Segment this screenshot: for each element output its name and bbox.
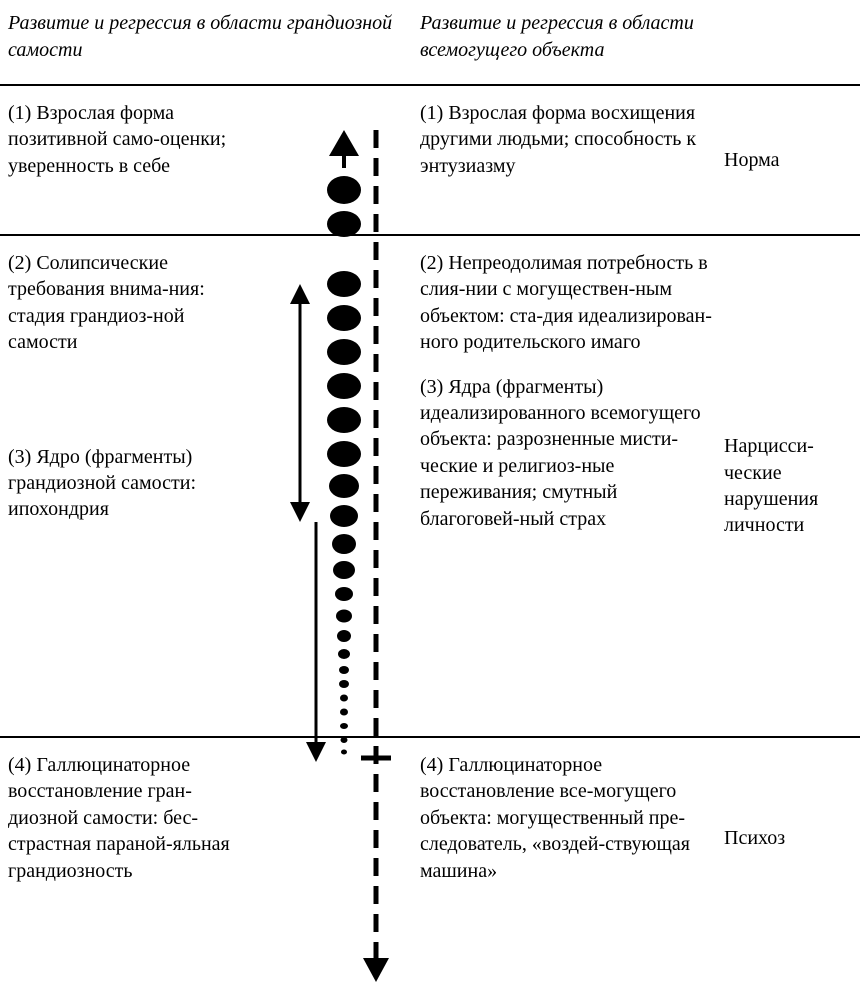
row2-left-block-1: (2) Солипсические требования внима-ния: … (8, 250, 252, 356)
row2-center (258, 236, 410, 736)
row2-right: (2) Непреодолимая потребность в слия-нии… (410, 236, 720, 736)
row-3: (4) Галлюцинаторное восстановление гран-… (0, 738, 860, 938)
row1-label: Норма (720, 86, 860, 234)
row2-left-block-2: (3) Ядро (фрагменты) грандиозной самости… (8, 444, 252, 523)
diagram-container: Развитие и регрессия в области грандиозн… (0, 0, 860, 1000)
header-right: Развитие и регрессия в области всемогуще… (410, 10, 710, 64)
row-1: (1) Взрослая форма позитивной само-оценк… (0, 86, 860, 234)
row3-right: (4) Галлюцинаторное восстановление все-м… (410, 738, 720, 938)
row2-right-block-1: (2) Непреодолимая потребность в слия-нии… (420, 250, 714, 356)
row3-left: (4) Галлюцинаторное восстановление гран-… (0, 738, 258, 938)
row-2: (2) Солипсические требования внима-ния: … (0, 236, 860, 736)
row2-right-block-2: (3) Ядра (фрагменты) идеализированного в… (420, 374, 714, 532)
header-row: Развитие и регрессия в области грандиозн… (0, 0, 860, 84)
row2-left: (2) Солипсические требования внима-ния: … (0, 236, 258, 736)
row3-center (258, 738, 410, 938)
header-left: Развитие и регрессия в области грандиозн… (0, 10, 410, 64)
row3-label: Психоз (720, 738, 860, 938)
row2-label: Нарцисси-ческие нарушения личности (720, 236, 860, 736)
row1-left: (1) Взрослая форма позитивной само-оценк… (0, 86, 258, 234)
row1-center (258, 86, 410, 234)
row1-right: (1) Взрослая форма восхищения другими лю… (410, 86, 720, 234)
